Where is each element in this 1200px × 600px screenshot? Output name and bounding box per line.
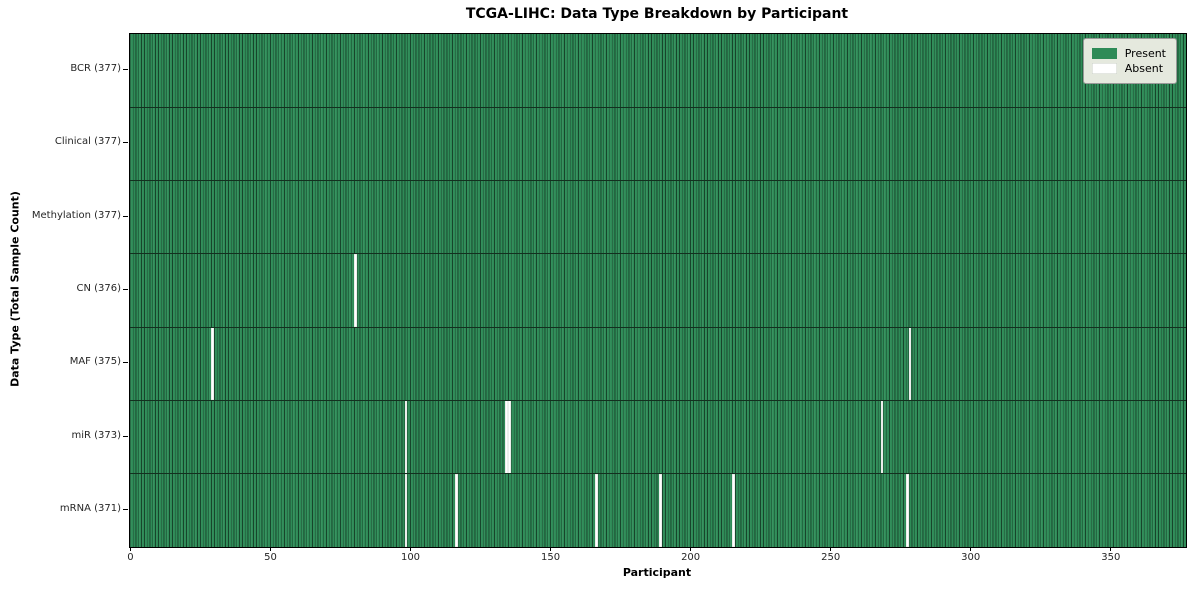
x-tick-label: 250 [821,552,841,563]
heatmap-row-bcr [130,34,1186,108]
row-gridline [130,326,1186,328]
x-tick-label: 0 [127,552,134,563]
x-tick-label: 50 [264,552,277,563]
y-tick-label: miR (373) [71,429,121,441]
y-tick-mark [123,142,128,144]
absent-swatch-icon [1091,63,1117,74]
y-tick-mark [123,362,128,364]
heatmap-row-mrna [130,473,1186,547]
absent-cell [404,400,408,474]
absent-cell [908,327,912,401]
x-tick-mark [129,547,131,551]
heatmap-row-clinical [130,107,1186,181]
row-gridline [130,473,1186,475]
y-tick-label: mRNA (371) [59,502,121,514]
y-tick-mark [123,435,128,437]
heatmap-row-maf [130,327,1186,401]
absent-cell [354,253,357,328]
x-tick-mark [690,547,692,551]
plot-area: Present Absent [129,33,1187,548]
present-swatch-icon [1091,48,1117,59]
x-tick-label: 150 [541,552,561,563]
absent-cell [404,473,408,547]
x-tick-label: 300 [961,552,981,563]
absent-cell [211,327,215,401]
y-tick-mark [123,215,128,217]
row-gridline [130,106,1186,108]
x-tick-mark [970,547,972,551]
x-tick-mark [269,547,271,551]
heatmap-row-methylation [130,180,1186,254]
legend-entry-present: Present [1091,47,1166,60]
x-tick-label: 100 [400,552,421,563]
x-axis-label: Participant [622,566,692,579]
y-tick-label: Clinical (377) [54,136,121,148]
x-tick-mark [830,547,832,551]
x-tick-mark [410,547,411,551]
row-gridline [130,180,1186,182]
y-tick-mark [123,69,128,71]
absent-cell [505,400,509,474]
heatmap-row-cn [130,253,1186,328]
x-tick-label: 200 [681,552,701,563]
heatmap-row-mir [130,400,1186,474]
absent-cell [880,400,884,474]
x-tick-mark [1110,547,1112,551]
y-tick-label: MAF (375) [69,356,121,368]
x-tick-label: 350 [1101,552,1121,563]
legend-label-absent: Absent [1124,62,1164,75]
x-tick-mark [550,547,552,551]
y-tick-mark [123,508,128,510]
absent-cell [732,473,736,547]
row-gridline [130,399,1186,401]
legend-entry-absent: Absent [1091,62,1166,75]
absent-cell [594,473,598,547]
legend: Present Absent [1082,38,1177,84]
y-tick-label: Methylation (377) [31,209,121,221]
y-tick-label: CN (376) [76,283,121,294]
legend-label-present: Present [1124,47,1166,60]
absent-cell [508,400,511,474]
absent-cell [454,473,458,547]
row-gridline [130,253,1186,255]
y-tick-label: BCR (377) [70,63,121,75]
absent-cell [659,473,663,547]
chart-title: TCGA-LIHC: Data Type Breakdown by Partic… [465,6,849,22]
y-tick-mark [123,289,128,290]
absent-cell [905,473,909,547]
